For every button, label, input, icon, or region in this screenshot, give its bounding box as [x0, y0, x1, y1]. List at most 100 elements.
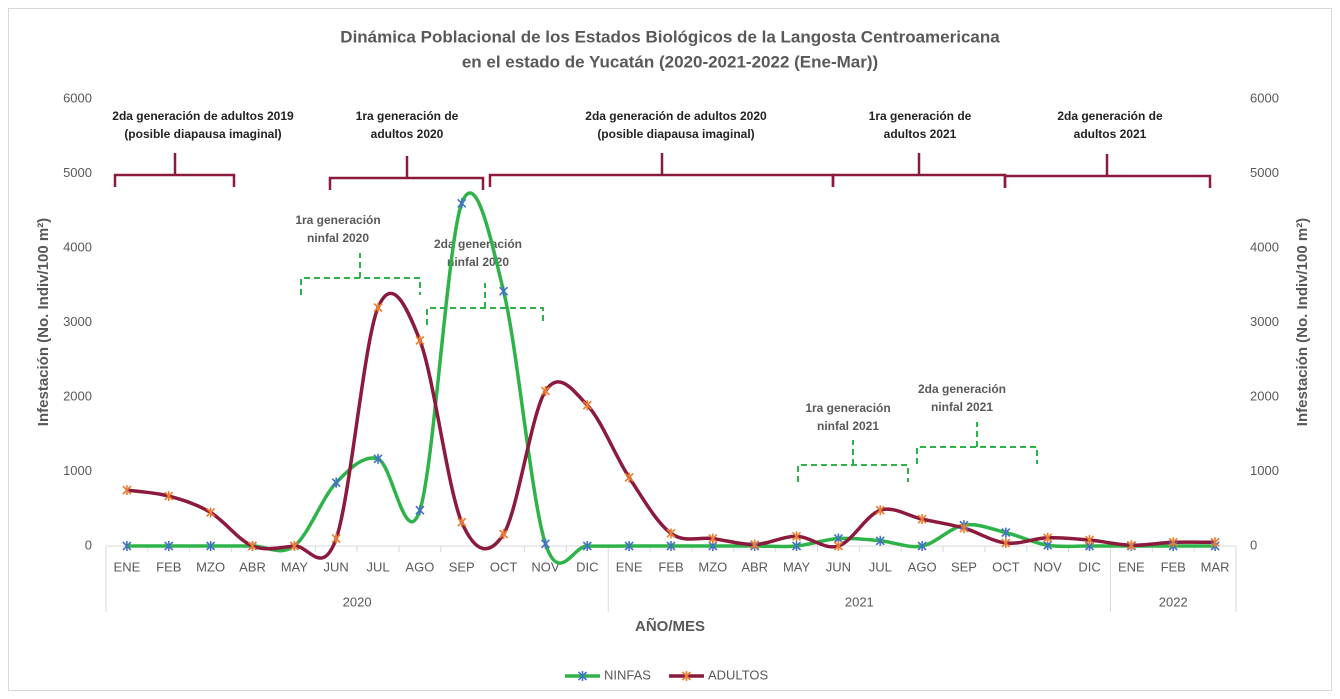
- nymph-annotation: ninfal 2020: [307, 231, 369, 245]
- y-tick-label: 4000: [63, 239, 92, 254]
- y-tick-label: 3000: [63, 314, 92, 329]
- adult-annotation: (posible diapausa imaginal): [597, 127, 754, 141]
- x-tick-label: DIC: [1078, 559, 1100, 574]
- x-tick-label: NOV: [531, 559, 560, 574]
- data-point: [582, 400, 592, 411]
- data-point: [373, 302, 383, 313]
- data-point: [499, 286, 509, 297]
- data-point: [624, 472, 634, 483]
- adult-bracket: [1003, 154, 1212, 188]
- adult-annotation: 2da generación de adultos 2020: [585, 109, 767, 123]
- data-point: [666, 528, 676, 539]
- data-point: [708, 533, 718, 544]
- nymph-bracket: [300, 253, 421, 295]
- y2-tick-label: 6000: [1250, 90, 1279, 105]
- x-axis-title: AÑO/MES: [635, 617, 705, 635]
- data-point: [540, 538, 551, 549]
- nymph-annotation: ninfal 2021: [817, 419, 879, 433]
- data-point: [122, 485, 132, 496]
- data-point: [917, 541, 927, 551]
- x-tick-label: DIC: [576, 559, 598, 574]
- year-label: 2021: [845, 594, 874, 609]
- nymph-bracket: [916, 422, 1038, 464]
- x-tick-label: MAY: [783, 559, 811, 574]
- chart-border: [8, 8, 1332, 691]
- x-tick-label: JUN: [826, 559, 851, 574]
- y2-tick-label: 0: [1250, 537, 1257, 552]
- adult-annotation: 2da generación de: [1057, 109, 1163, 123]
- data-point: [1001, 538, 1011, 549]
- x-tick-label: MAY: [281, 559, 309, 574]
- adult-annotation: 1ra generación de: [869, 109, 972, 123]
- x-tick-label: ENE: [1118, 559, 1145, 574]
- x-tick-label: FEB: [156, 559, 181, 574]
- data-point: [1126, 540, 1136, 551]
- legend-label: ADULTOS: [708, 667, 769, 682]
- data-point: [959, 523, 969, 534]
- x-tick-label: NOV: [1034, 559, 1063, 574]
- y-tick-label: 1000: [63, 463, 92, 478]
- chart-title: Dinámica Poblacional de los Estados Biol…: [340, 27, 1000, 46]
- data-point: [331, 477, 341, 488]
- y2-axis-title: Infestación (No. Indiv/100 m²): [1294, 218, 1311, 426]
- nymph-annotation: ninfal 2020: [447, 255, 509, 269]
- data-point: [457, 517, 467, 528]
- adult-annotation: (posible diapausa imaginal): [124, 127, 281, 141]
- year-label: 2022: [1159, 594, 1188, 609]
- data-point: [499, 529, 509, 540]
- x-tick-label: ABR: [239, 559, 266, 574]
- y-tick-label: 6000: [63, 90, 92, 105]
- y2-tick-label: 2000: [1250, 388, 1279, 403]
- y2-tick-label: 5000: [1250, 165, 1279, 180]
- adult-annotation: adultos 2020: [371, 127, 444, 141]
- x-tick-label: AGO: [405, 559, 434, 574]
- data-point: [373, 453, 383, 464]
- data-point: [917, 514, 927, 525]
- data-point: [415, 505, 425, 516]
- data-point: [624, 541, 634, 551]
- adult-bracket: [328, 156, 485, 190]
- y-tick-label: 0: [85, 537, 92, 552]
- nymph-annotation: 1ra generación: [295, 213, 380, 227]
- y2-tick-label: 3000: [1250, 314, 1279, 329]
- data-point: [666, 541, 676, 551]
- data-point: [582, 541, 592, 551]
- x-tick-label: FEB: [1161, 559, 1186, 574]
- chart-title: en el estado de Yucatán (2020-2021-2022 …: [462, 52, 878, 71]
- data-point: [206, 541, 216, 551]
- nymph-bracket: [426, 283, 544, 325]
- x-tick-label: MAR: [1201, 559, 1230, 574]
- data-point: [1084, 535, 1095, 546]
- legend-label: NINFAS: [604, 667, 651, 682]
- x-tick-label: JUL: [869, 559, 892, 574]
- legend-marker: [681, 671, 692, 681]
- x-tick-label: SEP: [449, 559, 475, 574]
- x-tick-label: ENE: [616, 559, 643, 574]
- series-line: [126, 291, 1216, 560]
- legend-marker: [577, 671, 588, 681]
- x-tick-label: ABR: [741, 559, 768, 574]
- x-tick-label: JUN: [324, 559, 349, 574]
- data-point: [247, 541, 258, 551]
- nymph-annotation: 2da generación: [918, 382, 1006, 396]
- data-point: [415, 335, 425, 346]
- adult-annotation: 2da generación de adultos 2019: [112, 109, 294, 123]
- nymph-annotation: 1ra generación: [805, 401, 890, 415]
- y2-tick-label: 1000: [1250, 463, 1279, 478]
- data-point: [1043, 532, 1053, 543]
- data-point: [164, 541, 174, 551]
- data-point: [1001, 527, 1011, 538]
- data-point: [122, 541, 132, 551]
- y-tick-label: 5000: [63, 165, 92, 180]
- nymph-bracket: [797, 440, 909, 482]
- x-tick-label: OCT: [490, 559, 518, 574]
- data-point: [833, 541, 843, 551]
- y2-tick-label: 4000: [1250, 239, 1279, 254]
- x-tick-label: MZO: [698, 559, 727, 574]
- x-tick-label: SEP: [951, 559, 977, 574]
- data-point: [875, 535, 885, 546]
- x-tick-label: JUL: [366, 559, 389, 574]
- y-axis-title: Infestación (No. Indiv/100 m²): [35, 218, 52, 426]
- data-point: [1210, 537, 1220, 548]
